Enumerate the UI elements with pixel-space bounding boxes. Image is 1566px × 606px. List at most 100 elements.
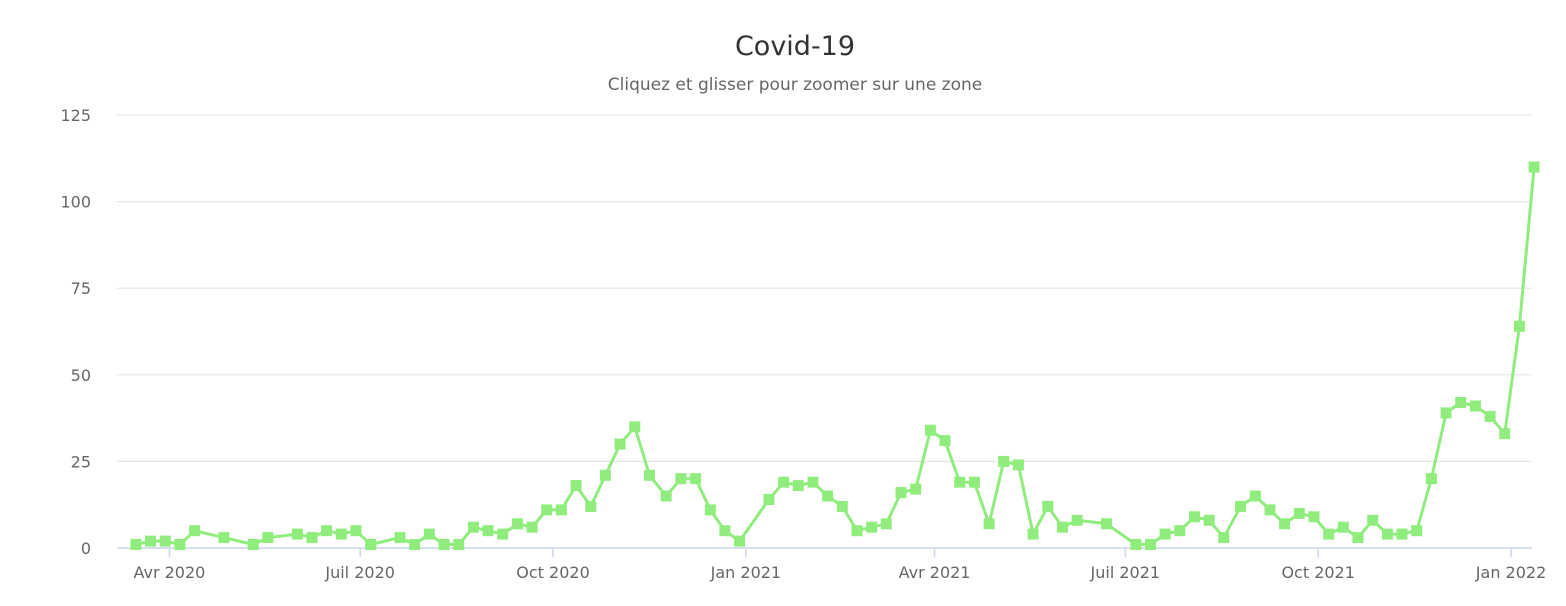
- data-point-marker[interactable]: [585, 500, 597, 512]
- data-point-marker[interactable]: [350, 525, 362, 537]
- data-point-marker[interactable]: [1528, 161, 1540, 173]
- data-point-marker[interactable]: [1455, 397, 1467, 408]
- data-point-marker[interactable]: [291, 528, 303, 540]
- chart-subtitle: Cliquez et glisser pour zoomer sur une z…: [608, 75, 983, 95]
- data-point-marker[interactable]: [247, 539, 259, 550]
- data-point-marker[interactable]: [555, 504, 567, 516]
- data-point-marker[interactable]: [954, 476, 966, 488]
- data-point-marker[interactable]: [159, 535, 171, 547]
- data-point-marker[interactable]: [541, 504, 553, 516]
- data-point-marker[interactable]: [174, 539, 186, 550]
- data-point-marker[interactable]: [778, 476, 790, 488]
- data-point-marker[interactable]: [1308, 511, 1320, 523]
- data-point-marker[interactable]: [321, 525, 333, 537]
- data-point-marker[interactable]: [1159, 528, 1171, 540]
- data-point-marker[interactable]: [792, 480, 804, 492]
- data-point-marker[interactable]: [130, 539, 142, 550]
- data-point-marker[interactable]: [836, 500, 848, 512]
- data-point-marker[interactable]: [910, 483, 922, 495]
- data-point-marker[interactable]: [690, 473, 702, 485]
- data-point-marker[interactable]: [983, 518, 995, 530]
- data-point-marker[interactable]: [880, 518, 892, 530]
- data-point-marker[interactable]: [189, 525, 201, 537]
- y-tick-label: 125: [60, 106, 91, 125]
- data-point-marker[interactable]: [1071, 514, 1083, 526]
- data-point-marker[interactable]: [262, 532, 274, 544]
- data-point-marker[interactable]: [1249, 490, 1261, 502]
- data-point-marker[interactable]: [145, 535, 156, 547]
- data-point-marker[interactable]: [570, 480, 582, 492]
- data-point-marker[interactable]: [644, 469, 655, 481]
- x-tick-label: Juil 2020: [324, 563, 395, 582]
- data-point-marker[interactable]: [1411, 525, 1423, 537]
- data-point-marker[interactable]: [306, 532, 318, 544]
- data-point-marker[interactable]: [467, 521, 479, 533]
- data-point-marker[interactable]: [614, 438, 626, 450]
- data-point-marker[interactable]: [1323, 528, 1335, 540]
- data-point-marker[interactable]: [482, 525, 494, 537]
- data-point-marker[interactable]: [335, 528, 347, 540]
- data-point-marker[interactable]: [1056, 521, 1068, 533]
- data-point-marker[interactable]: [675, 473, 687, 485]
- data-point-marker[interactable]: [1145, 539, 1156, 550]
- chart-title: Covid-19: [735, 31, 855, 62]
- data-point-marker[interactable]: [1235, 500, 1247, 512]
- data-point-marker[interactable]: [822, 490, 834, 502]
- data-point-marker[interactable]: [1012, 459, 1024, 471]
- data-point-marker[interactable]: [423, 528, 435, 540]
- x-tick-label: Jan 2022: [1475, 563, 1546, 582]
- data-point-marker[interactable]: [660, 490, 672, 502]
- data-point-marker[interactable]: [1042, 500, 1054, 512]
- data-point-marker[interactable]: [851, 525, 863, 537]
- data-point-marker[interactable]: [1130, 539, 1142, 550]
- data-point-marker[interactable]: [1218, 532, 1230, 544]
- data-point-marker[interactable]: [1396, 528, 1408, 540]
- data-point-marker[interactable]: [1425, 473, 1437, 485]
- data-point-marker[interactable]: [998, 455, 1010, 467]
- data-point-marker[interactable]: [629, 421, 641, 433]
- data-point-marker[interactable]: [1367, 514, 1379, 526]
- data-point-marker[interactable]: [511, 518, 523, 530]
- data-point-marker[interactable]: [453, 539, 465, 550]
- data-point-marker[interactable]: [1381, 528, 1393, 540]
- data-point-marker[interactable]: [1293, 507, 1305, 519]
- data-point-marker[interactable]: [1513, 320, 1525, 332]
- y-tick-label: 50: [71, 366, 91, 385]
- data-point-marker[interactable]: [1352, 532, 1364, 544]
- data-point-marker[interactable]: [1279, 518, 1291, 530]
- data-point-marker[interactable]: [939, 435, 951, 447]
- data-point-marker[interactable]: [1101, 518, 1112, 530]
- data-point-marker[interactable]: [526, 521, 538, 533]
- data-point-marker[interactable]: [365, 539, 377, 550]
- data-point-marker[interactable]: [394, 532, 406, 544]
- data-point-marker[interactable]: [704, 504, 716, 516]
- x-tick-label: Jan 2021: [710, 563, 781, 582]
- data-point-marker[interactable]: [409, 539, 421, 550]
- data-point-marker[interactable]: [1469, 400, 1481, 412]
- data-point-marker[interactable]: [968, 476, 980, 488]
- data-point-marker[interactable]: [1027, 528, 1039, 540]
- data-point-marker[interactable]: [497, 528, 509, 540]
- data-point-marker[interactable]: [924, 424, 936, 436]
- x-axis: Avr 2020 Juil 2020 Oct 2020 Jan 2021 Avr 202…: [117, 547, 1546, 582]
- data-point-marker[interactable]: [1499, 428, 1511, 440]
- data-point-marker[interactable]: [1203, 514, 1215, 526]
- data-point-marker[interactable]: [1484, 410, 1496, 422]
- data-point-marker[interactable]: [1440, 407, 1452, 419]
- data-point-marker[interactable]: [719, 525, 731, 537]
- data-point-marker[interactable]: [599, 469, 611, 481]
- data-point-marker[interactable]: [734, 535, 746, 547]
- data-point-marker[interactable]: [895, 487, 907, 499]
- data-point-marker[interactable]: [866, 521, 878, 533]
- series-layer[interactable]: [130, 161, 1540, 551]
- data-point-marker[interactable]: [1189, 511, 1200, 523]
- data-point-marker[interactable]: [218, 532, 230, 544]
- data-point-marker[interactable]: [1264, 504, 1276, 516]
- data-point-marker[interactable]: [1174, 525, 1186, 537]
- data-point-marker[interactable]: [438, 539, 450, 550]
- data-point-marker[interactable]: [1337, 521, 1349, 533]
- data-point-marker[interactable]: [807, 476, 819, 488]
- data-point-marker[interactable]: [763, 494, 775, 505]
